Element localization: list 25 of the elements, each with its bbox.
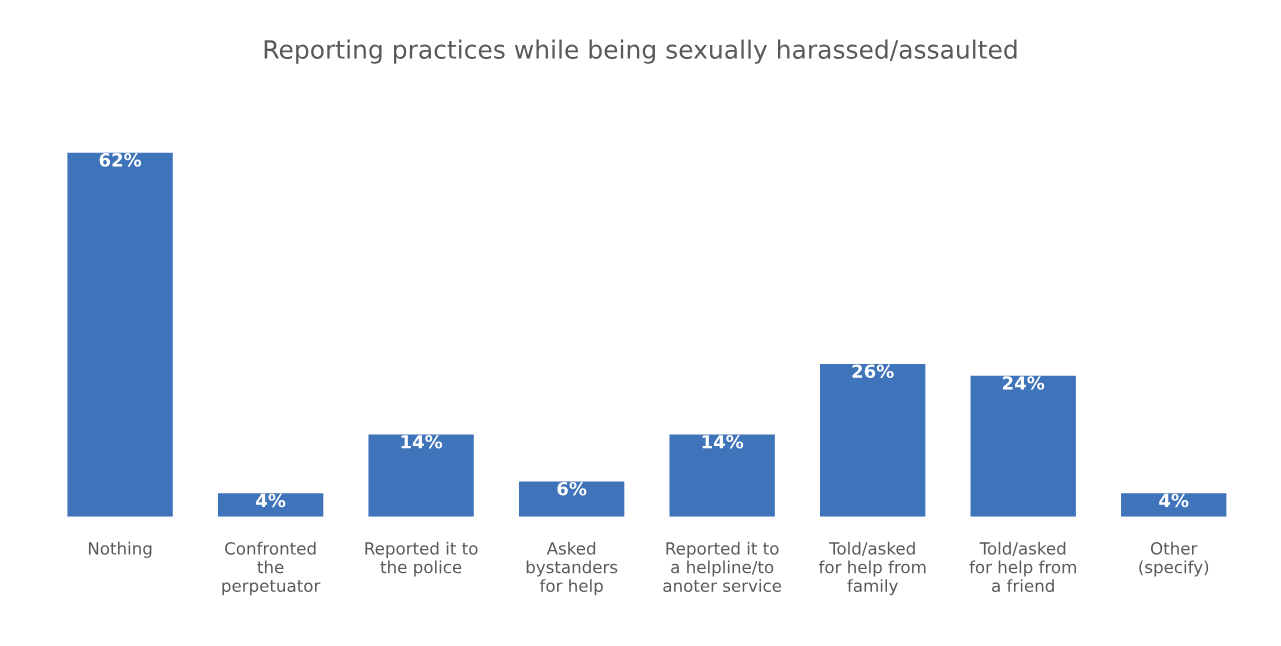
x-tick-label: Reported it to the police — [365, 541, 478, 577]
bar — [368, 434, 474, 517]
x-tick-label: Told/asked for help from a friend — [969, 541, 1076, 593]
x-tick-label: Nothing — [88, 541, 152, 558]
data-label: 4% — [256, 493, 286, 508]
data-label: 62% — [99, 153, 142, 167]
data-label: 14% — [702, 434, 744, 449]
bar — [820, 364, 926, 517]
data-label: 14% — [401, 434, 443, 449]
x-tick-label: Asked bystanders for help — [526, 541, 618, 596]
bar — [67, 152, 173, 517]
bar — [217, 493, 324, 517]
data-label: 24% — [1003, 376, 1045, 390]
data-label: 26% — [852, 364, 894, 379]
x-tick-label: Other (specify) — [1139, 541, 1209, 577]
data-label: 6% — [557, 481, 587, 496]
bar — [669, 434, 775, 517]
bar — [970, 375, 1076, 517]
x-tick-label: Told/asked for help from family — [818, 541, 926, 596]
x-tick-label: Confronted the perpetuator — [222, 541, 321, 596]
bar — [1121, 493, 1227, 517]
chart-title: Reporting practices while being sexually harassed/assaulted — [264, 39, 1017, 64]
data-label: 4% — [1159, 493, 1189, 508]
bar — [518, 481, 625, 517]
x-tick-label: Reported it to a helpline/to anoter service — [663, 541, 782, 593]
